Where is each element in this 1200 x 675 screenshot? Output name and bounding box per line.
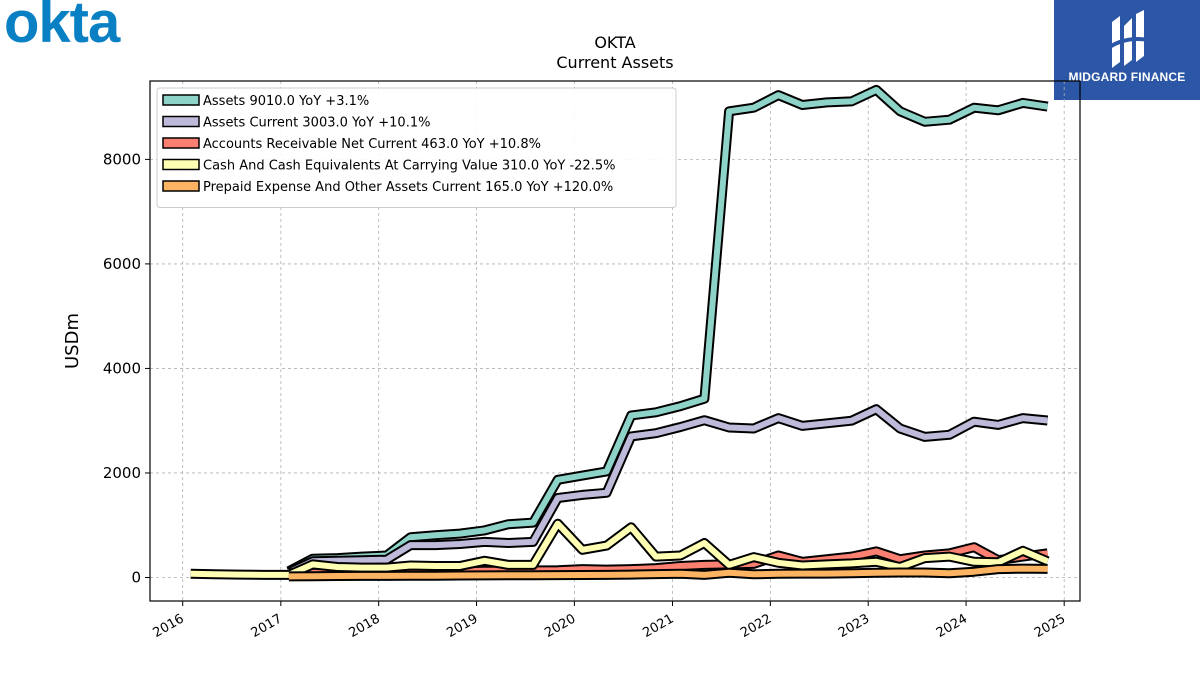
- legend: Assets 9010.0 YoY +3.1% Assets Current 30…: [156, 87, 677, 208]
- series-line-4: [190, 520, 1049, 578]
- midgard-finance-logo: MIDGARD FINANCE: [1054, 0, 1200, 100]
- x-tick-label: 2016: [151, 611, 187, 641]
- legend-label-4: Cash And Cash Equivalents At Carrying Va…: [203, 159, 615, 174]
- legend-label-2: Assets Current 3003.0 YoY +10.1%: [203, 116, 430, 131]
- y-tick-label: 4000: [103, 359, 141, 377]
- series-lines: [190, 84, 1050, 582]
- x-tick-label: 2017: [249, 611, 285, 641]
- legend-box: [156, 87, 677, 208]
- x-tick-label: 2018: [347, 611, 383, 641]
- legend-label-1: Assets 9010.0 YoY +3.1%: [203, 94, 369, 109]
- y-tick-label: 8000: [103, 150, 141, 168]
- legend-label-3: Accounts Receivable Net Current 463.0 Yo…: [203, 137, 541, 152]
- series-line-2: [287, 406, 1048, 576]
- x-tick-label: 2022: [738, 611, 774, 641]
- y-tick-label: 6000: [103, 255, 141, 273]
- legend-swatch-4: [162, 158, 200, 171]
- legend-label-5: Prepaid Expense And Other Assets Current…: [203, 180, 613, 195]
- series-line-5: [288, 565, 1048, 580]
- legend-swatch-5: [162, 180, 200, 192]
- legend-swatch-3: [162, 137, 200, 149]
- x-tick-label: 2023: [836, 611, 872, 641]
- x-tick-label: 2020: [542, 611, 578, 641]
- y-tick-label: 2000: [103, 464, 141, 482]
- legend-swatch-2: [162, 115, 200, 128]
- series-line-1: [287, 86, 1049, 574]
- plot-frame: [149, 80, 1081, 602]
- x-tick-label: 2024: [934, 611, 970, 641]
- y-axis-label: USDm: [62, 313, 83, 369]
- y-tick-label: 0: [131, 568, 141, 586]
- x-tick-label: 2019: [444, 611, 480, 641]
- legend-swatch-1: [162, 94, 200, 106]
- x-tick-label: 2021: [640, 611, 676, 641]
- midgard-finance-wordmark: MIDGARD FINANCE: [1068, 70, 1186, 84]
- chart-title: OKTA: [594, 33, 635, 52]
- x-tick-label: 2025: [1032, 611, 1068, 641]
- okta-logo: okta: [4, 0, 120, 55]
- midgard-emblem-icon: [1106, 10, 1149, 68]
- chart-subtitle: Current Assets: [556, 53, 673, 72]
